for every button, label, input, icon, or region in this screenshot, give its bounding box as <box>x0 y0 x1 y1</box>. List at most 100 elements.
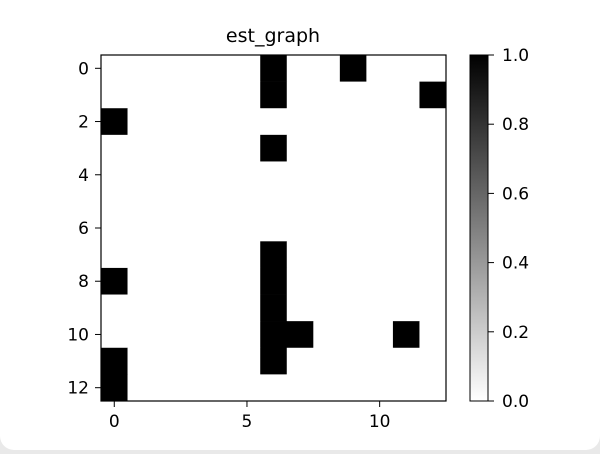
heatmap-cell-r8-c4 <box>207 267 234 295</box>
heatmap-cell-r6-c10 <box>366 214 394 242</box>
heatmap-cell-r9-c0 <box>101 294 128 322</box>
heatmap-cell-r5-c1 <box>127 188 155 215</box>
heatmap-cell-r5-c3 <box>180 188 208 215</box>
heatmap-cell-r3-c12 <box>419 134 447 162</box>
colorbar <box>469 54 489 402</box>
heatmap-cell-r7-c9 <box>339 241 367 269</box>
heatmap-cell-r0-c6 <box>260 55 288 82</box>
heatmap-cell-r3-c1 <box>127 134 155 162</box>
heatmap-cell-r7-c0 <box>101 241 128 269</box>
heatmap-cell-r7-c2 <box>154 241 181 269</box>
heatmap-cell-r0-c10 <box>366 55 394 82</box>
heatmap-cell-r9-c5 <box>233 294 261 322</box>
heatmap-cell-r11-c9 <box>339 347 367 375</box>
heatmap-cell-r11-c3 <box>180 347 208 375</box>
heatmap-cell-r5-c7 <box>286 188 314 215</box>
heatmap-cell-r10-c0 <box>101 321 128 349</box>
heatmap-cell-r11-c4 <box>207 347 234 375</box>
heatmap-cell-r2-c11 <box>392 108 420 136</box>
heatmap-cell-r4-c0 <box>101 161 128 189</box>
heatmap-cell-r2-c10 <box>366 108 394 136</box>
heatmap-cell-r0-c1 <box>127 55 155 82</box>
heatmap-cell-r10-c4 <box>207 321 234 349</box>
heatmap-cell-r4-c11 <box>392 161 420 189</box>
heatmap-cell-r11-c2 <box>154 347 181 375</box>
heatmap-cell-r12-c0 <box>101 374 128 402</box>
heatmap-cell-r6-c1 <box>127 214 155 242</box>
heatmap-cell-r9-c10 <box>366 294 394 322</box>
heatmap-cell-r9-c6 <box>260 294 288 322</box>
heatmap-cell-r6-c4 <box>207 214 234 242</box>
heatmap-cell-r11-c10 <box>366 347 394 375</box>
heatmap-cell-r12-c6 <box>260 374 288 402</box>
heatmap-cell-r8-c1 <box>127 267 155 295</box>
heatmap-cell-r11-c0 <box>101 347 128 375</box>
heatmap-cell-r2-c0 <box>101 108 128 136</box>
heatmap-cell-r4-c3 <box>180 161 208 189</box>
heatmap-cell-r7-c7 <box>286 241 314 269</box>
heatmap-cell-r12-c1 <box>127 374 155 402</box>
heatmap-cell-r4-c6 <box>260 161 288 189</box>
heatmap-cell-r3-c3 <box>180 134 208 162</box>
heatmap-cell-r7-c5 <box>233 241 261 269</box>
heatmap-cell-r10-c3 <box>180 321 208 349</box>
y-tick-label-2: 2 <box>78 113 89 133</box>
x-axis: 0 5 10 <box>109 401 390 432</box>
heatmap-cell-r9-c9 <box>339 294 367 322</box>
colorbar-axis: 0.0 0.2 0.4 0.6 0.8 1.0 <box>488 46 529 412</box>
heatmap-cell-r12-c11 <box>392 374 420 402</box>
heatmap-cell-r4-c1 <box>127 161 155 189</box>
heatmap-cell-r2-c4 <box>207 108 234 136</box>
heatmap-cell-r8-c8 <box>313 267 341 295</box>
heatmap-cell-r4-c12 <box>419 161 447 189</box>
heatmap-cell-r2-c12 <box>419 108 447 136</box>
heatmap-cell-r12-c2 <box>154 374 181 402</box>
heatmap-cell-r1-c0 <box>101 81 128 109</box>
heatmap-cell-r12-c3 <box>180 374 208 402</box>
heatmap-cell-r4-c7 <box>286 161 314 189</box>
heatmap-cell-r10-c6 <box>260 321 288 349</box>
heatmap-cell-r12-c12 <box>419 374 447 402</box>
heatmap-cell-r10-c9 <box>339 321 367 349</box>
heatmap-cell-r2-c8 <box>313 108 341 136</box>
heatmap-cell-r5-c5 <box>233 188 261 215</box>
heatmap-cell-r5-c8 <box>313 188 341 215</box>
heatmap-cell-r9-c3 <box>180 294 208 322</box>
heatmap-cell-r1-c7 <box>286 81 314 109</box>
heatmap-cell-r6-c3 <box>180 214 208 242</box>
heatmap-cell-r11-c1 <box>127 347 155 375</box>
heatmap-cell-r10-c11 <box>392 321 420 349</box>
colorbar-tick-label-3: 0.6 <box>502 184 529 204</box>
heatmap-cell-r4-c4 <box>207 161 234 189</box>
heatmap-cell-r6-c6 <box>260 214 288 242</box>
heatmap-cell-r12-c7 <box>286 374 314 402</box>
colorbar-tick-label-4: 0.8 <box>502 115 529 135</box>
heatmap-cell-r7-c6 <box>260 241 288 269</box>
heatmap-cell-r6-c8 <box>313 214 341 242</box>
heatmap-cell-r9-c1 <box>127 294 155 322</box>
x-tick-label-5: 5 <box>242 412 253 432</box>
heatmap-cell-r11-c5 <box>233 347 261 375</box>
heatmap-cell-r6-c7 <box>286 214 314 242</box>
heatmap-cell-r2-c2 <box>154 108 181 136</box>
colorbar-tick-label-0: 0.0 <box>502 392 529 412</box>
heatmap-cell-r1-c2 <box>154 81 181 109</box>
heatmap-cell-r8-c10 <box>366 267 394 295</box>
heatmap-cell-r1-c3 <box>180 81 208 109</box>
heatmap-cell-r10-c10 <box>366 321 394 349</box>
heatmap-cell-r10-c7 <box>286 321 314 349</box>
heatmap-cell-r3-c4 <box>207 134 234 162</box>
heatmap-cell-r11-c6 <box>260 347 288 375</box>
heatmap-cell-r2-c9 <box>339 108 367 136</box>
heatmap-cell-r0-c7 <box>286 55 314 82</box>
heatmap-cell-r4-c8 <box>313 161 341 189</box>
heatmap-cell-r1-c1 <box>127 81 155 109</box>
heatmap-cell-r4-c2 <box>154 161 181 189</box>
heatmap-cell-r8-c11 <box>392 267 420 295</box>
heatmap-cell-r7-c10 <box>366 241 394 269</box>
colorbar-tick-label-1: 0.2 <box>502 323 529 343</box>
heatmap-cell-r1-c8 <box>313 81 341 109</box>
heatmap-cell-r4-c10 <box>366 161 394 189</box>
heatmap-cell-r0-c9 <box>339 55 367 82</box>
heatmap-cell-r1-c10 <box>366 81 394 109</box>
